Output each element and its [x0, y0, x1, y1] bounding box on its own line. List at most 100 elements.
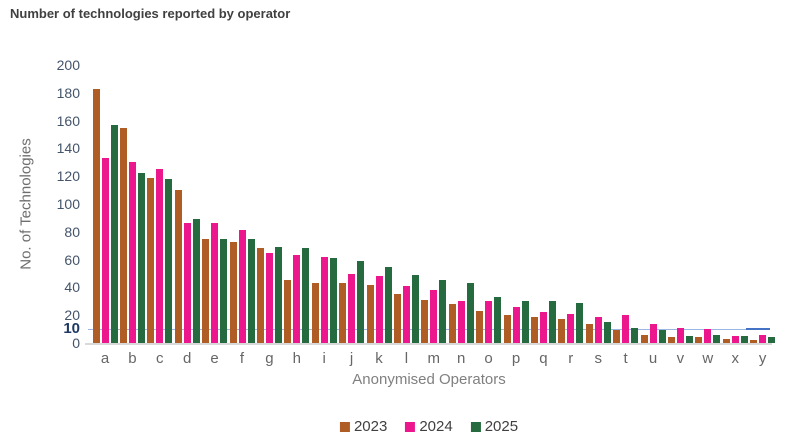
y-tick-20: 20 — [64, 307, 80, 324]
x-tick-y: y — [758, 350, 767, 367]
bar-q-2023 — [530, 316, 538, 343]
x-tick-v: v — [676, 350, 685, 367]
bar-r-2025 — [576, 302, 584, 343]
bar-u-2024 — [649, 323, 657, 343]
bar-k-2024 — [375, 276, 383, 343]
x-axis-line — [85, 343, 772, 345]
bar-c-2023 — [147, 177, 155, 343]
bar-e-2023 — [202, 238, 210, 343]
bar-k-2023 — [366, 284, 374, 343]
bar-c-2025 — [165, 178, 173, 343]
bar-n-2025 — [466, 283, 474, 343]
bar-y-2023 — [750, 340, 758, 343]
bar-v-2025 — [685, 336, 693, 343]
y-tick-100: 100 — [56, 196, 80, 212]
x-tick-i: i — [322, 350, 326, 367]
legend: 2023 2024 2025 — [339, 418, 519, 435]
bar-r-2024 — [567, 313, 575, 343]
x-axis-title: Anonymised Operators — [352, 371, 506, 388]
legend-label-2023: 2023 — [353, 418, 388, 435]
bar-e-2024 — [211, 223, 219, 343]
bar-d-2025 — [192, 219, 200, 343]
reference-line-label: 10 — [63, 320, 80, 338]
bar-w-2025 — [713, 334, 721, 343]
bar-o-2024 — [485, 301, 493, 343]
legend-item-2025: 2025 — [470, 418, 519, 435]
x-tick-k: k — [375, 350, 383, 367]
bar-x-2025 — [740, 336, 748, 343]
bar-f-2025 — [247, 238, 255, 343]
bar-j-2023 — [339, 283, 347, 343]
bar-h-2024 — [293, 255, 301, 343]
bar-l-2025 — [411, 274, 419, 343]
bar-o-2023 — [476, 311, 484, 343]
bar-m-2023 — [421, 299, 429, 343]
bar-x-2024 — [731, 336, 739, 343]
bar-r-2023 — [558, 319, 566, 343]
bar-i-2024 — [320, 256, 328, 343]
bar-j-2024 — [348, 273, 356, 343]
y-tick-80: 80 — [64, 223, 80, 240]
x-tick-t: t — [623, 350, 628, 367]
bar-g-2024 — [265, 252, 273, 343]
x-tick-l: l — [404, 350, 409, 367]
bar-b-2024 — [128, 162, 136, 343]
bar-x-2023 — [722, 338, 730, 343]
bar-v-2023 — [667, 337, 675, 343]
y-tick-140: 140 — [56, 140, 80, 157]
x-tick-q: q — [539, 350, 548, 367]
y-tick-200: 200 — [56, 57, 80, 73]
bar-t-2024 — [622, 315, 630, 343]
bar-b-2023 — [119, 127, 127, 343]
bar-o-2025 — [494, 297, 502, 343]
legend-swatch-2025 — [470, 421, 481, 432]
bar-y-2024 — [759, 334, 767, 343]
y-tick-120: 120 — [56, 168, 80, 185]
chart-title: Number of technologies reported by opera… — [10, 6, 291, 21]
y-tick-40: 40 — [64, 279, 80, 296]
legend-label-2025: 2025 — [484, 418, 519, 435]
bar-b-2025 — [137, 173, 145, 343]
bar-t-2023 — [613, 330, 621, 343]
bar-g-2023 — [256, 248, 264, 343]
bar-p-2023 — [503, 315, 511, 343]
bar-m-2024 — [430, 290, 438, 343]
x-tick-x: x — [731, 350, 739, 367]
x-tick-f: f — [239, 350, 245, 367]
x-tick-c: c — [156, 350, 164, 367]
bar-p-2025 — [521, 301, 529, 343]
bar-t-2025 — [631, 327, 639, 343]
x-tick-w: w — [702, 350, 714, 367]
bar-f-2024 — [238, 230, 246, 343]
bar-w-2023 — [695, 337, 703, 343]
bar-d-2023 — [174, 190, 182, 343]
bar-v-2024 — [676, 327, 684, 343]
bar-p-2024 — [512, 306, 520, 343]
bar-g-2025 — [274, 247, 282, 343]
bar-w-2024 — [704, 329, 712, 343]
bar-u-2023 — [640, 334, 648, 343]
y-tick-180: 180 — [56, 84, 80, 101]
bar-e-2025 — [220, 238, 228, 343]
bar-n-2023 — [448, 304, 456, 343]
x-tick-j: j — [349, 350, 354, 367]
x-tick-o: o — [484, 350, 493, 367]
y-axis-title: No. of Technologies — [17, 138, 35, 270]
y-tick-0: 0 — [72, 335, 80, 351]
legend-swatch-2024 — [405, 421, 416, 432]
reference-line-tail — [746, 327, 770, 330]
bar-s-2025 — [603, 322, 611, 343]
x-tick-u: u — [648, 350, 658, 367]
y-tick-160: 160 — [56, 112, 80, 129]
bar-j-2025 — [357, 260, 365, 343]
bar-c-2024 — [156, 169, 164, 343]
bar-a-2023 — [92, 88, 100, 343]
bar-a-2025 — [110, 124, 118, 343]
bar-m-2025 — [439, 280, 447, 343]
x-tick-b: b — [128, 350, 137, 367]
bar-q-2024 — [539, 312, 547, 343]
y-tick-60: 60 — [64, 251, 80, 268]
x-tick-e: e — [210, 350, 219, 367]
bar-l-2023 — [393, 294, 401, 343]
